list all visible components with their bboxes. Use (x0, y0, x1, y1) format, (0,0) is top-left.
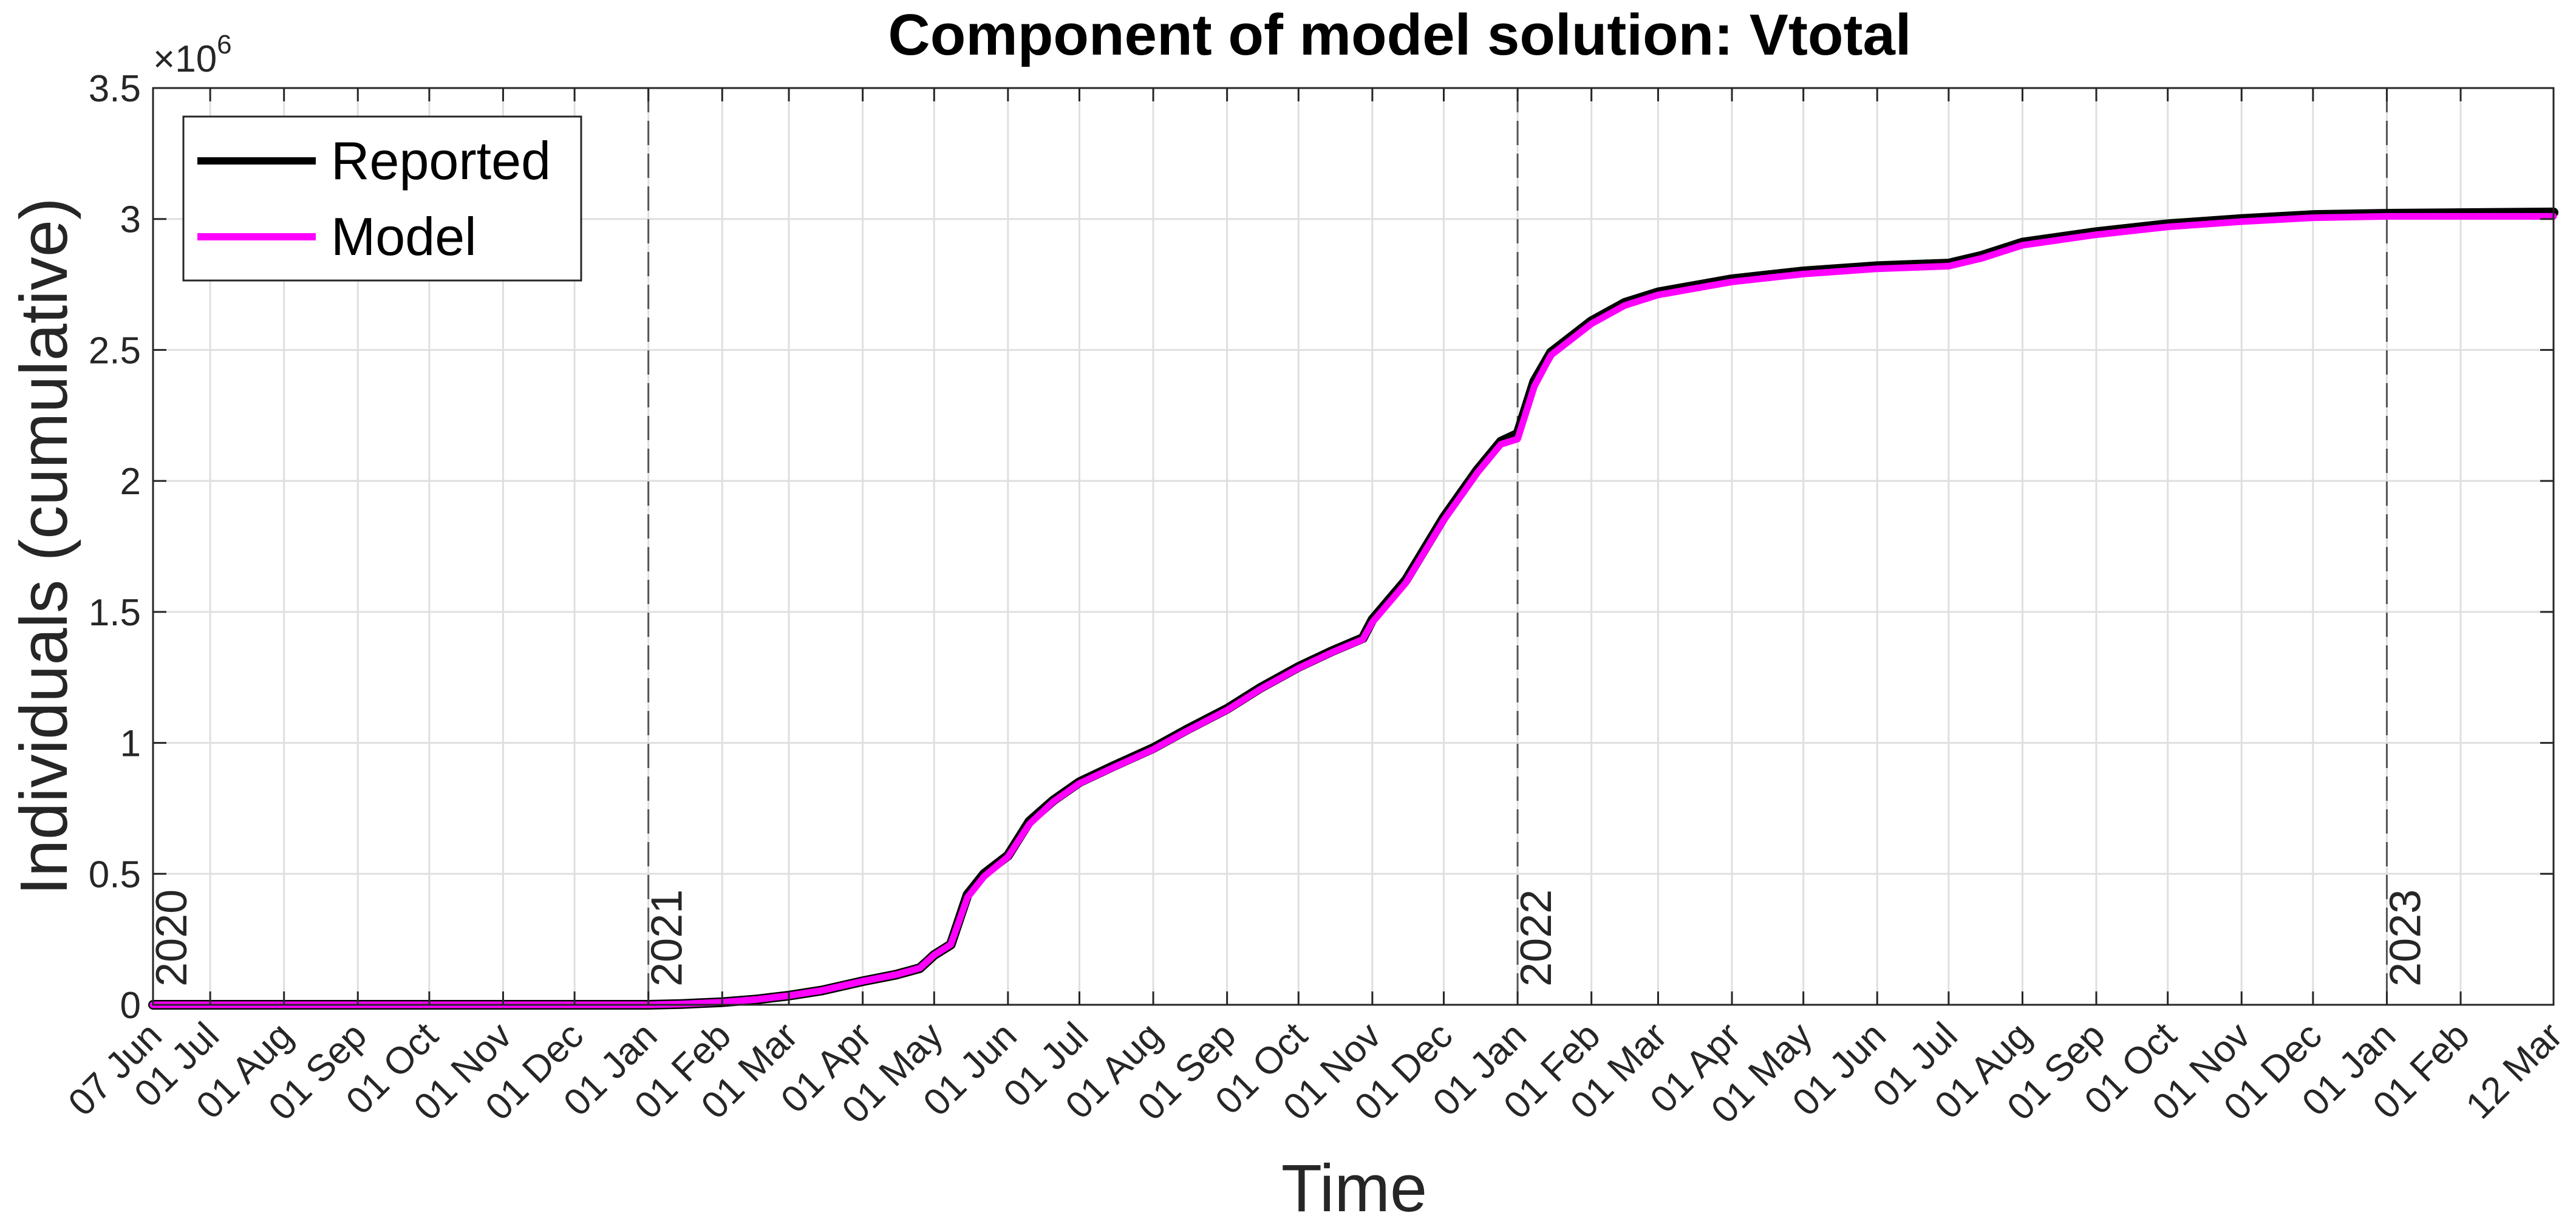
y-exponent: ×106 (153, 30, 232, 80)
y-tick-label: 1.5 (89, 592, 141, 634)
legend-box (182, 115, 582, 282)
y-tick-label: 1 (120, 723, 141, 765)
legend: Reported Model (182, 115, 582, 282)
y-tick-label: 3.5 (89, 68, 141, 110)
y-tick-label: 3 (120, 199, 141, 241)
y-exponent-power: 6 (217, 30, 231, 59)
legend-label-reported: Reported (331, 131, 551, 191)
year-label: 2022 (1512, 889, 1561, 987)
y-tick-label: 2 (120, 461, 141, 503)
year-label: 2021 (643, 889, 692, 987)
y-tick-label: 0 (120, 985, 141, 1027)
x-axis-label: Time (1281, 1151, 1427, 1226)
series-lines (148, 207, 2558, 1010)
plot-frame (152, 87, 2555, 1006)
legend-label-model: Model (331, 206, 477, 267)
chart-title: Component of model solution: Vtotal (888, 2, 1911, 67)
y-axis-label: Individuals (cumulative) (7, 197, 81, 895)
series-line-model (149, 212, 2557, 1008)
year-label: 2020 (148, 889, 196, 987)
y-exponent-base: ×10 (153, 38, 217, 80)
y-tick-label: 2.5 (89, 330, 141, 372)
y-tick-label: 0.5 (89, 854, 141, 896)
y-axis-ticks: 0 0.5 1 1.5 2 2.5 3 3.5 (89, 68, 2554, 1027)
year-label: 2023 (2381, 889, 2430, 987)
year-markers: 2020 2021 2022 2023 (148, 88, 2430, 1005)
